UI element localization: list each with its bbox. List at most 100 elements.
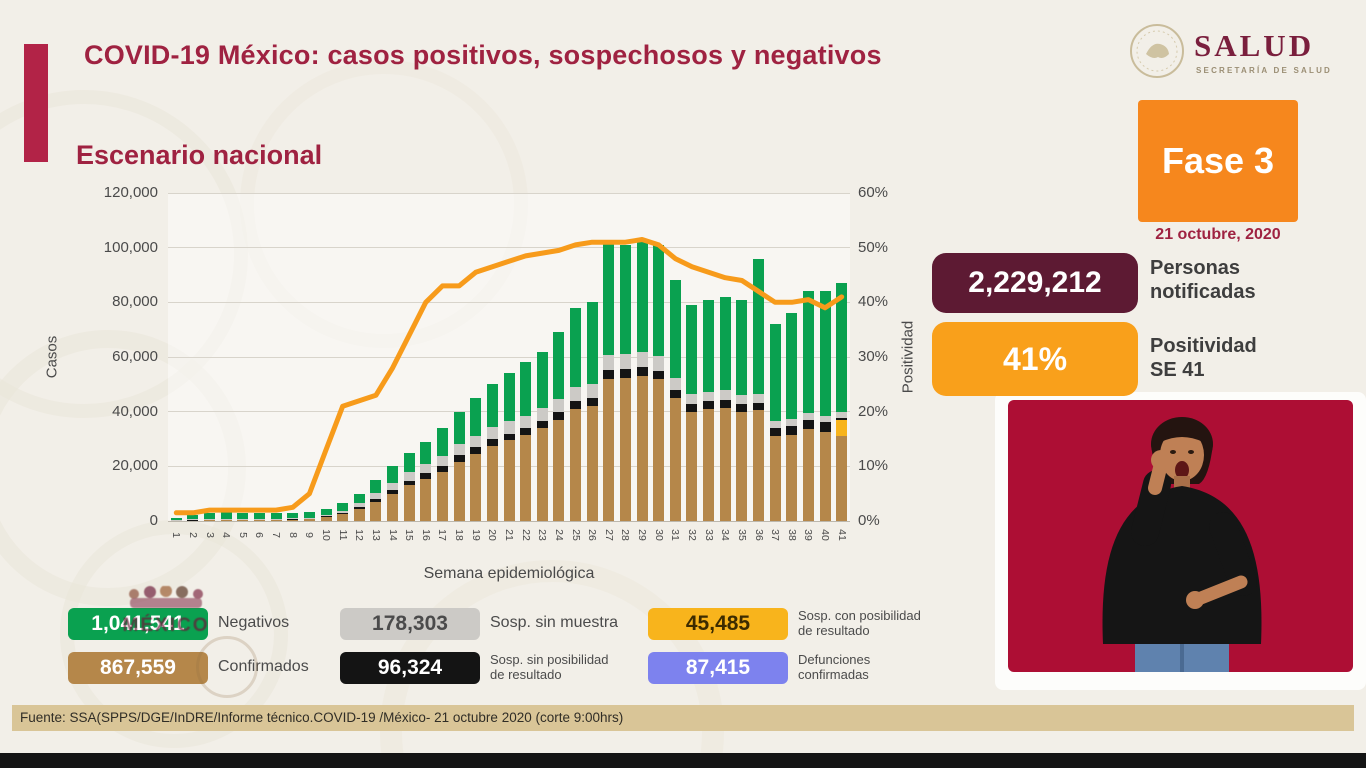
bar-segment-sosp-sin-muestra xyxy=(769,420,781,428)
bar-segment-confirmados xyxy=(636,376,648,521)
title-accent-bar xyxy=(24,44,48,162)
x-axis-tick: 1 xyxy=(170,532,183,538)
bar-segment-confirmados xyxy=(603,378,615,521)
y-axis-tick-left: 20,000 xyxy=(112,457,158,475)
x-axis-tick: 33 xyxy=(702,529,715,541)
bar-segment-sosp-sin-muestra xyxy=(403,472,415,481)
bar-segment-sosp-sin-muestra xyxy=(653,356,665,371)
bar-segment-negativos xyxy=(187,515,199,520)
bar-segment-confirmados xyxy=(253,519,265,521)
stat-badge: 41% xyxy=(932,322,1138,396)
bar-segment-negativos xyxy=(403,452,415,473)
x-axis-tick: 18 xyxy=(453,529,466,541)
bar-segment-sosp-sin-muestra xyxy=(520,415,532,429)
bar-segment-sosp-sin-posibilidad-de-resultado xyxy=(753,402,764,411)
bar-segment-confirmados xyxy=(470,454,482,521)
bar-segment-sosp-sin-posibilidad-de-resultado xyxy=(586,398,598,407)
bar-segment-negativos xyxy=(486,384,498,427)
bar-segment-negativos xyxy=(387,466,399,483)
x-axis-tick: 21 xyxy=(503,529,515,541)
bar-segment-confirmados xyxy=(570,408,582,521)
bar-segment-sosp-sin-posibilidad-de-resultado xyxy=(836,417,848,420)
bar-segment-confirmados xyxy=(536,428,548,521)
x-axis-tick: 25 xyxy=(569,529,582,541)
bar-segment-negativos xyxy=(703,299,715,392)
x-axis-tick: 22 xyxy=(519,529,532,541)
bar-segment-negativos xyxy=(337,503,349,512)
x-axis-tick: 3 xyxy=(203,532,216,538)
bar-segment-sosp-sin-muestra xyxy=(786,419,798,427)
x-axis-tick: 36 xyxy=(752,529,765,541)
x-axis-tick: 27 xyxy=(602,529,615,541)
x-axis-tick: 41 xyxy=(835,529,848,541)
bar-segment-sosp-sin-posibilidad-de-resultado xyxy=(353,506,365,509)
bar-segment-sosp-sin-muestra xyxy=(586,383,598,398)
legend-badge: 867,559 xyxy=(68,652,208,684)
x-axis-tick: 8 xyxy=(286,532,299,538)
bar-segment-confirmados xyxy=(836,436,848,521)
gridline xyxy=(168,356,850,358)
bar-segment-sosp-sin-posibilidad-de-resultado xyxy=(536,420,548,429)
bar-segment-confirmados xyxy=(703,408,715,521)
bar-segment-negativos xyxy=(736,299,748,395)
x-axis-tick: 9 xyxy=(303,532,316,538)
bar-segment-confirmados xyxy=(786,434,798,521)
y-axis-tick-right: 50% xyxy=(858,238,889,256)
bar-segment-sosp-sin-posibilidad-de-resultado xyxy=(503,433,515,441)
y-axis-tick-right: 40% xyxy=(858,293,889,311)
y-axis-tick-left: 0 xyxy=(149,512,158,529)
bar-segment-sosp-sin-muestra xyxy=(753,393,764,403)
x-axis-tick: 19 xyxy=(469,529,482,541)
bar-segment-sosp-sin-muestra xyxy=(420,464,432,474)
bar-segment-negativos xyxy=(536,351,548,409)
bar-segment-sosp-sin-muestra xyxy=(736,395,748,405)
chart-title: Escenario nacional xyxy=(76,140,323,170)
source-bar: Fuente: SSA(SPPS/DGE/InDRE/Informe técni… xyxy=(12,705,1354,731)
bar-segment-confirmados xyxy=(387,493,399,521)
bar-segment-negativos xyxy=(220,512,232,519)
legend-label: Defunciones confirmadas xyxy=(798,652,871,682)
bar-segment-sosp-sin-posibilidad-de-resultado xyxy=(736,404,748,412)
phase-label: Fase 3 xyxy=(1161,140,1275,181)
bar-segment-confirmados xyxy=(353,508,365,521)
bar-segment-sosp-sin-posibilidad-de-resultado xyxy=(802,419,814,430)
bar-segment-confirmados xyxy=(220,519,232,521)
x-axis-tick: 6 xyxy=(253,532,266,538)
bar-segment-negativos xyxy=(636,239,648,353)
legend-label: Negativos xyxy=(218,614,290,631)
bar-segment-sosp-sin-posibilidad-de-resultado xyxy=(719,399,731,408)
bar-segment-negativos xyxy=(287,513,299,519)
bar-segment-sosp-sin-posibilidad-de-resultado xyxy=(370,498,382,502)
bar-segment-sosp-sin-muestra xyxy=(220,518,232,520)
bar-segment-sosp-sin-posibilidad-de-resultado xyxy=(769,427,781,437)
bar-segment-sosp-sin-muestra xyxy=(636,352,648,368)
y-axis-tick-left: 120,000 xyxy=(103,184,158,201)
bar-segment-sosp-sin-muestra xyxy=(320,515,332,517)
x-axis-tick: 7 xyxy=(270,532,283,538)
y-axis-title-left: Casos xyxy=(43,335,61,379)
bar-segment-sosp-sin-muestra xyxy=(270,518,282,520)
x-axis-tick: 38 xyxy=(785,529,798,541)
chart-plot-area: 0 20,000 40,000 60,000 80,000 100,000 120,000 0… xyxy=(104,184,888,541)
bar-segment-sosp-sin-posibilidad-de-resultado xyxy=(570,400,582,409)
y-axis-tick-right: 20% xyxy=(858,402,889,420)
interpreter-video xyxy=(995,392,1366,690)
bar-segment-sosp-sin-posibilidad-de-resultado xyxy=(486,439,498,446)
y-axis-tick-left: 80,000 xyxy=(112,293,158,311)
bar-segment-sosp-sin-muestra xyxy=(287,518,299,519)
bar-segment-confirmados xyxy=(653,378,665,521)
bar-segment-negativos xyxy=(520,362,532,416)
gridline xyxy=(168,520,850,522)
bar-segment-confirmados xyxy=(686,411,698,521)
bar-segment-sosp-sin-muestra xyxy=(486,426,498,439)
bar-segment-negativos xyxy=(303,512,315,518)
bar-segment-negativos xyxy=(253,513,265,519)
bar-segment-negativos xyxy=(353,493,365,504)
bar-segment-sosp-sin-muestra xyxy=(536,408,548,421)
x-axis-tick: 15 xyxy=(403,529,416,541)
bar-segment-confirmados xyxy=(303,518,315,521)
bar-segment-negativos xyxy=(603,242,615,356)
bar-segment-sosp-sin-posibilidad-de-resultado xyxy=(553,412,565,420)
bar-segment-confirmados xyxy=(719,407,731,521)
